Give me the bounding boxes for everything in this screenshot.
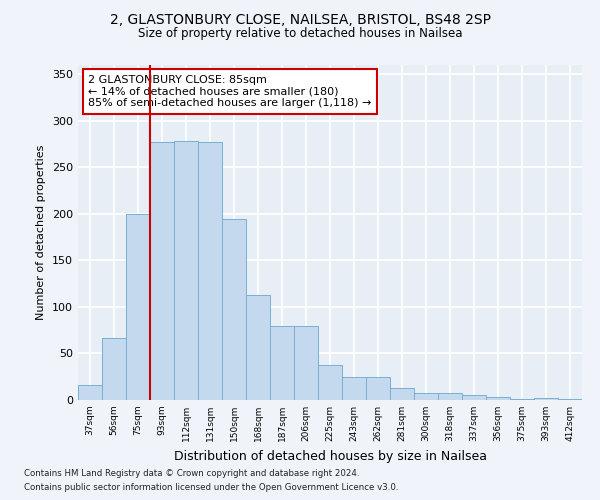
Text: 2 GLASTONBURY CLOSE: 85sqm
← 14% of detached houses are smaller (180)
85% of sem: 2 GLASTONBURY CLOSE: 85sqm ← 14% of deta… [88, 75, 371, 108]
X-axis label: Distribution of detached houses by size in Nailsea: Distribution of detached houses by size … [173, 450, 487, 462]
Text: Contains public sector information licensed under the Open Government Licence v3: Contains public sector information licen… [24, 484, 398, 492]
Bar [366, 376, 390, 400]
Bar [414, 392, 438, 400]
Text: 2, GLASTONBURY CLOSE, NAILSEA, BRISTOL, BS48 2SP: 2, GLASTONBURY CLOSE, NAILSEA, BRISTOL, … [110, 12, 491, 26]
Bar [510, 399, 534, 400]
Bar [294, 326, 318, 400]
Bar [270, 326, 294, 400]
Bar [150, 142, 174, 400]
Bar [126, 214, 150, 400]
Bar [198, 142, 222, 400]
Bar [558, 399, 582, 400]
Bar [534, 398, 558, 400]
Bar [102, 338, 126, 400]
Bar [318, 364, 342, 400]
Y-axis label: Number of detached properties: Number of detached properties [37, 145, 46, 320]
Bar [438, 394, 462, 400]
Bar [174, 142, 198, 400]
Bar [390, 388, 414, 400]
Text: Size of property relative to detached houses in Nailsea: Size of property relative to detached ho… [138, 28, 462, 40]
Bar [462, 396, 486, 400]
Bar [222, 218, 246, 400]
Bar [342, 376, 366, 400]
Text: Contains HM Land Registry data © Crown copyright and database right 2024.: Contains HM Land Registry data © Crown c… [24, 468, 359, 477]
Bar [78, 385, 102, 400]
Bar [246, 295, 270, 400]
Bar [486, 397, 510, 400]
